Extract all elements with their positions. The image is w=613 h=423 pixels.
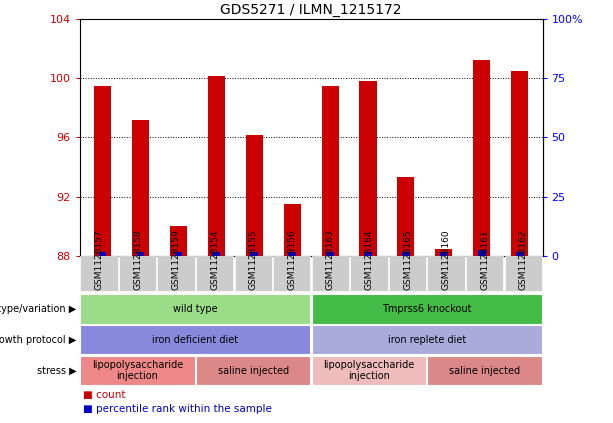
Text: ■ percentile rank within the sample: ■ percentile rank within the sample: [83, 404, 272, 414]
Bar: [402, 253, 409, 256]
Text: ■ count: ■ count: [83, 390, 125, 400]
Text: Tmprss6 knockout: Tmprss6 knockout: [382, 304, 471, 314]
Text: GSM1128155: GSM1128155: [249, 229, 257, 290]
Bar: [94, 86, 111, 256]
Text: growth protocol ▶: growth protocol ▶: [0, 335, 77, 345]
Text: GSM1128162: GSM1128162: [519, 229, 528, 290]
Bar: [478, 250, 485, 256]
Text: GSM1128165: GSM1128165: [403, 229, 412, 290]
Bar: [326, 253, 334, 256]
Bar: [288, 253, 296, 256]
Bar: [284, 204, 300, 256]
Bar: [170, 226, 187, 256]
Text: lipopolysaccharide
injection: lipopolysaccharide injection: [323, 360, 414, 382]
Bar: [397, 178, 414, 256]
Bar: [132, 120, 149, 256]
Text: GSM1128154: GSM1128154: [210, 229, 219, 290]
Text: stress ▶: stress ▶: [37, 365, 77, 376]
Text: iron replete diet: iron replete diet: [387, 335, 466, 345]
Text: GSM1128159: GSM1128159: [172, 229, 181, 290]
Bar: [435, 248, 452, 256]
Title: GDS5271 / ILMN_1215172: GDS5271 / ILMN_1215172: [220, 3, 402, 16]
Text: saline injected: saline injected: [218, 365, 289, 376]
Bar: [175, 253, 182, 256]
Bar: [246, 135, 263, 256]
Text: GSM1128164: GSM1128164: [365, 229, 373, 290]
Bar: [440, 253, 447, 256]
Text: wild type: wild type: [173, 304, 218, 314]
Text: genotype/variation ▶: genotype/variation ▶: [0, 304, 77, 314]
Bar: [137, 252, 144, 256]
Text: GSM1128160: GSM1128160: [441, 229, 451, 290]
Text: iron deficient diet: iron deficient diet: [153, 335, 238, 345]
Bar: [516, 253, 524, 256]
Text: GSM1128156: GSM1128156: [287, 229, 296, 290]
Bar: [364, 253, 372, 256]
Bar: [208, 76, 225, 256]
Text: GSM1128161: GSM1128161: [480, 229, 489, 290]
Text: lipopolysaccharide
injection: lipopolysaccharide injection: [92, 360, 183, 382]
Bar: [473, 60, 490, 256]
Text: saline injected: saline injected: [449, 365, 520, 376]
Bar: [511, 71, 528, 256]
Bar: [359, 81, 376, 256]
Bar: [322, 86, 338, 256]
Bar: [250, 252, 258, 256]
Bar: [99, 253, 106, 256]
Text: GSM1128157: GSM1128157: [94, 229, 104, 290]
Bar: [213, 253, 220, 256]
Text: GSM1128158: GSM1128158: [133, 229, 142, 290]
Text: GSM1128163: GSM1128163: [326, 229, 335, 290]
